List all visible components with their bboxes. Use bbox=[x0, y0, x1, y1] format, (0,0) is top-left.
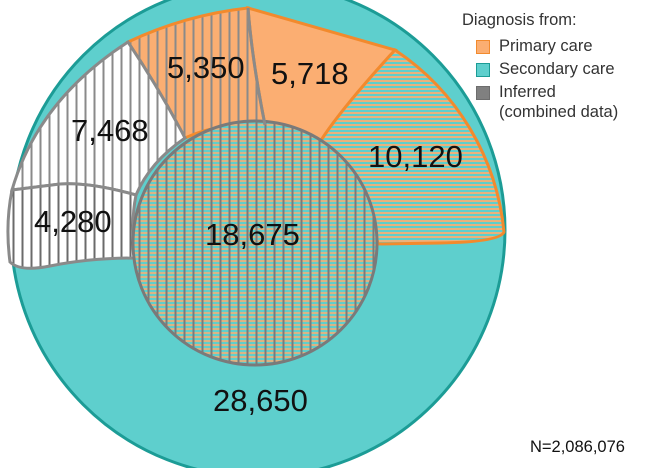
label-primary-inferred: 5,350 bbox=[167, 50, 245, 85]
inferred-boundary bbox=[246, 7, 267, 126]
label-primary-secondary: 5,718 bbox=[271, 56, 349, 91]
label-primary-secondary-striped: 10,120 bbox=[368, 139, 463, 174]
label-secondary-only: 28,650 bbox=[213, 383, 308, 418]
legend-title: Diagnosis from: bbox=[462, 11, 577, 29]
legend-label-inferred-main: Inferred bbox=[499, 83, 556, 101]
total-count: N=2,086,076 bbox=[530, 438, 625, 456]
legend: Diagnosis from: Primary care Secondary c… bbox=[462, 11, 618, 125]
legend-item-primary: Primary care bbox=[462, 36, 618, 56]
label-inferred-only: 7,468 bbox=[71, 113, 149, 148]
legend-label-secondary: Secondary care bbox=[499, 60, 615, 78]
legend-label-inferred-sub: (combined data) bbox=[499, 103, 619, 121]
label-secondary-inferred: 4,280 bbox=[34, 204, 112, 239]
secondary-inferred-region bbox=[6, 182, 138, 270]
legend-label-primary: Primary care bbox=[499, 37, 593, 55]
center-overlap-region bbox=[131, 119, 379, 367]
legend-item-secondary: Secondary care bbox=[462, 59, 618, 79]
legend-label-inferred: Inferred (combined data) bbox=[499, 82, 618, 122]
inferred-swatch-icon bbox=[476, 86, 490, 100]
primary-swatch-icon bbox=[476, 40, 490, 54]
secondary-swatch-icon bbox=[476, 63, 490, 77]
legend-item-inferred: Inferred (combined data) bbox=[462, 82, 618, 122]
label-all-three: 18,675 bbox=[205, 217, 300, 252]
